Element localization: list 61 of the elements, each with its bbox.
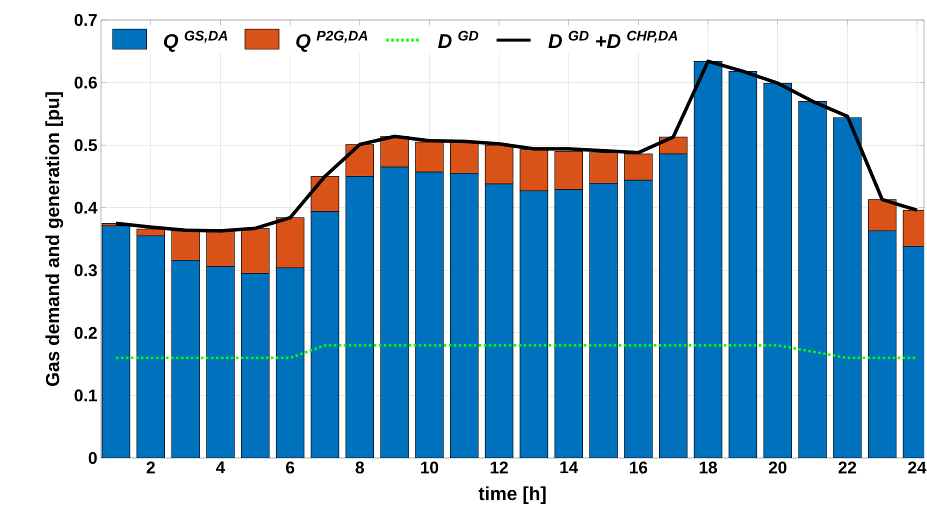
bar bbox=[241, 228, 270, 274]
x-tick-label: 4 bbox=[216, 462, 226, 474]
legend-label: Q $^{GS,DA}$ bbox=[164, 30, 228, 52]
x-tick-label: 8 bbox=[356, 462, 364, 474]
bar bbox=[171, 230, 200, 261]
bar bbox=[276, 268, 304, 458]
bar bbox=[276, 217, 304, 268]
y-tick-label: 0.4 bbox=[74, 202, 98, 214]
bar bbox=[380, 167, 409, 458]
bar bbox=[728, 71, 757, 458]
y-tick-label: 0.7 bbox=[74, 14, 97, 26]
y-tick-label: 0.1 bbox=[74, 389, 98, 402]
bar bbox=[450, 173, 478, 458]
bar bbox=[659, 154, 688, 458]
y-axis-title: Gas demand and generation [pu] bbox=[45, 92, 64, 386]
legend-label: D $^{GD}$ +D $^{CHP,DA}$ bbox=[548, 30, 678, 48]
bar bbox=[485, 184, 514, 458]
bar bbox=[311, 211, 339, 458]
x-tick-label: 16 bbox=[630, 462, 648, 474]
bar bbox=[554, 190, 583, 458]
bar bbox=[520, 190, 548, 458]
x-tick-label: 24 bbox=[908, 462, 926, 474]
bar bbox=[484, 144, 514, 184]
x-axis-title: time [h] bbox=[478, 486, 546, 504]
bar bbox=[520, 149, 548, 192]
bar bbox=[624, 154, 653, 180]
bar bbox=[554, 151, 583, 190]
x-tick-label: 14 bbox=[560, 462, 578, 474]
legend-label: D $^{GD}$ bbox=[438, 30, 478, 48]
y-tick-label: 0.6 bbox=[74, 76, 97, 89]
bar bbox=[833, 118, 862, 458]
bar bbox=[798, 101, 826, 458]
x-tick-label: 2 bbox=[146, 462, 155, 474]
bar bbox=[694, 61, 722, 458]
bar bbox=[206, 266, 234, 458]
x-tick-label: 22 bbox=[838, 462, 856, 474]
bar bbox=[172, 260, 200, 458]
legend-label: Q $^{P2G,DA}$ bbox=[296, 30, 368, 52]
bar bbox=[589, 152, 618, 184]
x-tick-label: 6 bbox=[286, 462, 294, 474]
y-tick-label: 0.2 bbox=[74, 326, 97, 339]
bar bbox=[415, 142, 444, 172]
bar bbox=[590, 183, 618, 458]
bar bbox=[868, 199, 896, 232]
bar bbox=[450, 142, 478, 174]
x-tick-label: 12 bbox=[490, 462, 508, 474]
y-tick-label: 0.3 bbox=[74, 264, 97, 276]
x-tick-label: 20 bbox=[768, 462, 786, 474]
x-tick-label: 10 bbox=[421, 462, 438, 474]
x-tick-label: 18 bbox=[700, 462, 717, 474]
bar bbox=[206, 230, 235, 267]
bar bbox=[136, 236, 165, 458]
bar bbox=[416, 172, 444, 458]
y-tick-label: 0 bbox=[88, 452, 97, 464]
bar bbox=[346, 176, 374, 458]
bar bbox=[764, 83, 792, 458]
bar bbox=[102, 226, 130, 458]
bar bbox=[624, 180, 652, 458]
y-tick-label: 0.5 bbox=[74, 139, 98, 152]
bar bbox=[241, 273, 270, 458]
bar bbox=[868, 230, 896, 458]
